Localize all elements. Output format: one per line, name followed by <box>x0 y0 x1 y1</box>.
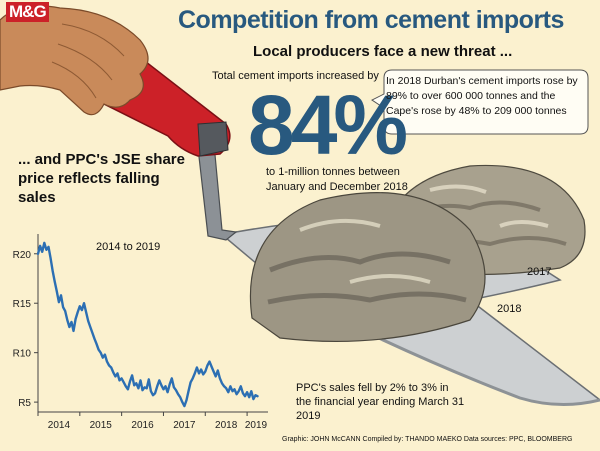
credits-line: Graphic: JOHN McCANN Compiled by: THANDO… <box>282 436 573 443</box>
x-tick-label: 2018 <box>215 420 238 431</box>
chart-axes: R5 R10 R15 R20 2014 2015 2016 2017 2018 2019 <box>13 234 268 431</box>
x-tick-label: 2016 <box>131 420 154 431</box>
x-tick-label: 2015 <box>90 420 113 431</box>
share-price-heading: ... and PPC's JSE share price reflects f… <box>18 151 185 206</box>
y-tick-label: R5 <box>18 398 31 409</box>
publisher-logo: M&G <box>6 2 49 22</box>
imports-detail: to 1-million tonnes between January and … <box>266 166 408 193</box>
y-tick-label: R20 <box>13 250 32 261</box>
sales-note: PPC's sales fell by 2% to 3% in the fina… <box>296 382 465 422</box>
imports-percent: 84% <box>248 78 408 172</box>
chart-range-label: 2014 to 2019 <box>96 241 161 253</box>
trowel-shank <box>197 143 238 241</box>
share-price-chart: R5 R10 R15 R20 2014 2015 2016 2017 2018 2019 <box>13 234 268 431</box>
imports-intro: Total cement imports increased by <box>212 70 379 82</box>
callout-bubble <box>371 69 589 135</box>
chart-series <box>36 241 259 408</box>
x-tick-label: 2019 <box>245 420 268 431</box>
share-price-line <box>36 241 259 408</box>
callout-text: In 2018 Durban's cement imports rose by … <box>386 75 578 117</box>
y-tick-label: R10 <box>13 349 32 360</box>
x-tick-label: 2014 <box>48 420 71 431</box>
page-title: Competition from cement imports <box>178 6 564 34</box>
page-subtitle: Local producers face a new threat ... <box>253 43 513 60</box>
x-tick-label: 2017 <box>173 420 196 431</box>
pile-label-2018: 2018 <box>497 303 522 315</box>
trowel-handle-ferrule <box>197 121 229 157</box>
pile-label-2017: 2017 <box>527 266 552 278</box>
y-tick-label: R15 <box>13 299 32 310</box>
cement-pile-2018 <box>249 192 486 343</box>
hand-illustration <box>0 5 149 116</box>
